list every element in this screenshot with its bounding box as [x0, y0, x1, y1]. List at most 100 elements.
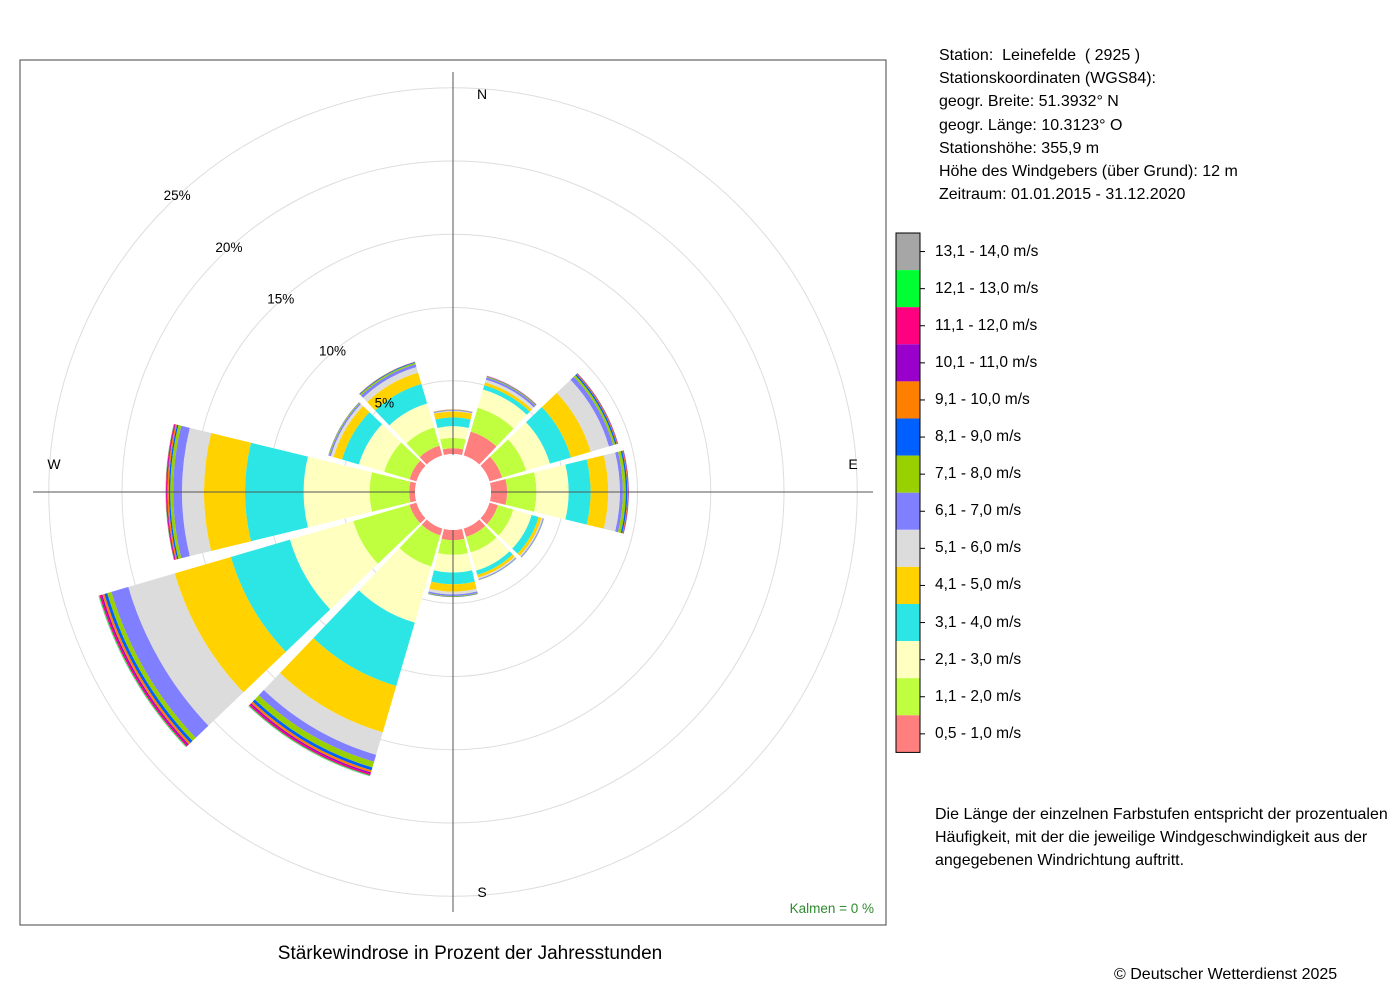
sector-90-bin-12 — [623, 450, 629, 534]
sector-120-bin-2 — [486, 505, 514, 536]
sector-210-bin-5 — [279, 638, 397, 733]
sector-330-bin-1 — [419, 445, 443, 465]
sector-120-bin-4 — [512, 515, 539, 554]
legend-swatch — [896, 678, 920, 716]
sector-60-bin-1 — [480, 456, 503, 482]
legend-label: 7,1 - 8,0 m/s — [935, 465, 1022, 483]
sector-180-bin-9 — [428, 593, 478, 597]
legend-swatch — [896, 381, 920, 419]
sector-270-bin-13 — [165, 423, 175, 561]
sector-30-bin-6 — [485, 379, 534, 410]
coords-header: Stationskoordinaten (WGS84): — [939, 70, 1156, 88]
sector-0-bin-6 — [433, 410, 473, 414]
sector-30-bin-7 — [485, 377, 536, 408]
radial-tick-label-20: 20% — [215, 240, 242, 255]
sector-150-bin-3 — [470, 537, 510, 571]
sector-270-bin-11 — [166, 424, 176, 560]
sector-240-bin-4 — [230, 539, 331, 652]
legend-swatch — [896, 418, 920, 456]
direction-label-w: W — [47, 456, 61, 472]
sector-120-bin-1 — [480, 502, 498, 525]
legend-label: 13,1 - 14,0 m/s — [935, 242, 1039, 260]
sector-300-bin-1 — [409, 460, 426, 482]
sector-0-bin-9 — [433, 409, 473, 413]
sensor-height: Höhe des Windgebers (über Grund): 12 m — [939, 163, 1238, 181]
sector-240-bin-2 — [353, 504, 421, 564]
sector-270-bin-12 — [165, 424, 175, 560]
legend-label: 4,1 - 5,0 m/s — [935, 576, 1022, 594]
legend-label: 2,1 - 3,0 m/s — [935, 650, 1022, 668]
copyright: © Deutscher Wetterdienst 2025 — [1114, 966, 1338, 983]
sector-90-bin-13 — [623, 450, 629, 534]
sector-210-bin-1 — [421, 519, 443, 536]
sector-0-bin-7 — [433, 410, 473, 414]
legend-swatch — [896, 492, 920, 530]
sector-240-bin-5 — [174, 556, 286, 693]
sector-270-bin-9 — [168, 424, 179, 560]
sector-240-bin-7 — [111, 586, 209, 738]
elevation: Stationshöhe: 355,9 m — [939, 139, 1100, 157]
sector-60-bin-5 — [541, 392, 591, 458]
legend-label: 6,1 - 7,0 m/s — [935, 502, 1022, 520]
sector-210-bin-8 — [254, 695, 375, 768]
sector-300-bin-2 — [384, 442, 421, 480]
sector-30-bin-1 — [463, 431, 497, 465]
sector-150-bin-6 — [478, 556, 516, 580]
legend-swatch — [896, 307, 920, 345]
sector-210-bin-6 — [263, 673, 383, 755]
sector-30-bin-3 — [477, 389, 527, 429]
sector-300-bin-5 — [333, 406, 370, 460]
sector-60-bin-4 — [526, 407, 572, 464]
sector-240-bin-6 — [128, 573, 244, 726]
sector-90-bin-7 — [615, 451, 623, 533]
sector-270-bin-14 — [165, 423, 174, 561]
direction-label-e: E — [848, 456, 857, 472]
sector-180-bin-8 — [428, 592, 478, 597]
legend-label: 11,1 - 12,0 m/s — [935, 316, 1038, 334]
inner-hole — [415, 454, 491, 530]
radial-tick-label-10: 10% — [319, 344, 346, 359]
sector-330-bin-2 — [406, 427, 440, 458]
station-name: Station: Leinefelde ( 2925 ) — [939, 47, 1141, 64]
chart-title: Stärkewindrose in Prozent der Jahresstun… — [277, 943, 663, 964]
legend-label: 1,1 - 2,0 m/s — [935, 687, 1022, 705]
legend-swatch — [896, 715, 920, 753]
sector-90-bin-11 — [622, 450, 629, 534]
legend-swatch — [896, 270, 920, 308]
direction-label-n: N — [477, 86, 487, 102]
legend-frame — [895, 232, 921, 753]
legend-label: 5,1 - 6,0 m/s — [935, 539, 1022, 557]
sector-30-bin-5 — [484, 382, 532, 412]
sector-120-bin-6 — [519, 517, 543, 557]
sector-60-bin-2 — [490, 439, 527, 478]
sector-180-bin-7 — [428, 591, 478, 596]
legend-swatch — [896, 344, 920, 382]
direction-label-s: S — [477, 884, 486, 900]
sector-90-bin-10 — [622, 450, 628, 534]
sector-0-bin-10 — [433, 409, 473, 412]
sector-90-bin-8 — [618, 451, 626, 533]
station-info: Station: Leinefelde ( 2925 ) Stationskoo… — [939, 44, 1238, 206]
sector-300-bin-3 — [358, 424, 402, 472]
sector-240-bin-3 — [289, 521, 378, 610]
sector-30-bin-4 — [482, 385, 530, 415]
legend-note: Die Länge der einzelnen Farbstufen entsp… — [935, 806, 1388, 869]
sector-270-bin-10 — [167, 424, 177, 560]
legend-swatch — [896, 233, 920, 271]
legend-swatch — [896, 566, 920, 604]
sector-60-bin-3 — [508, 422, 550, 471]
sector-330-bin-6 — [362, 366, 419, 403]
sector-60-bin-6 — [556, 379, 609, 452]
sector-330-bin-4 — [375, 383, 428, 426]
sector-120-bin-5 — [517, 517, 542, 556]
sector-270-bin-8 — [170, 425, 182, 559]
legend-label: 10,1 - 11,0 m/s — [935, 353, 1038, 371]
sector-150-bin-5 — [477, 554, 515, 578]
latitude: geogr. Breite: 51.3932° N — [939, 93, 1119, 111]
legend-swatch — [896, 529, 920, 567]
sector-60-bin-7 — [570, 376, 614, 447]
sector-210-bin-3 — [358, 548, 432, 623]
axis-lines — [33, 72, 873, 912]
longitude: geogr. Länge: 10.3123° O — [939, 116, 1123, 134]
